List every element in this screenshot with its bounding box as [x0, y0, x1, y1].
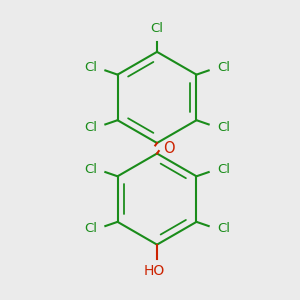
Text: Cl: Cl	[217, 121, 230, 134]
Text: Cl: Cl	[151, 22, 164, 35]
Text: Cl: Cl	[84, 222, 97, 236]
Text: Cl: Cl	[217, 222, 230, 236]
Text: HO: HO	[144, 264, 165, 278]
Text: O: O	[163, 141, 175, 156]
Text: Cl: Cl	[84, 61, 97, 74]
Text: Cl: Cl	[84, 121, 97, 134]
Text: Cl: Cl	[84, 163, 97, 176]
Text: Cl: Cl	[217, 61, 230, 74]
Text: Cl: Cl	[217, 163, 230, 176]
